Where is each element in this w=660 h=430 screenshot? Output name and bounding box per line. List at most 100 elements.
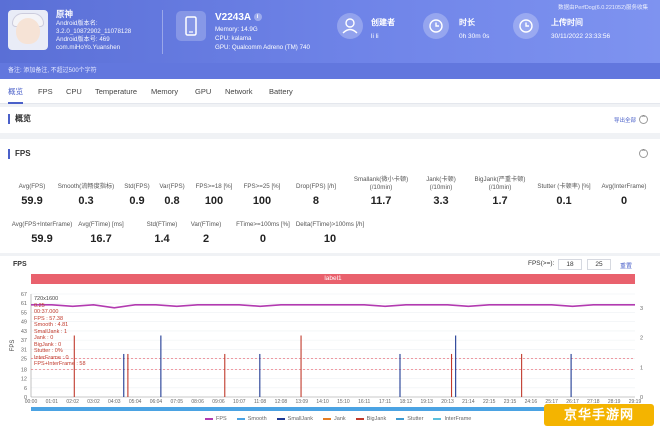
stat-item: Var(FPS) 0.8 — [159, 183, 184, 209]
stat-value: 1.7 — [492, 195, 508, 207]
stat-label: (/10min) — [429, 183, 453, 191]
perfdog-info-link[interactable]: 数据由PerfDog(6.0.221052)服务收集 — [558, 5, 648, 11]
y-tick-label: 61 — [21, 301, 27, 307]
y-axis-label: FPS — [10, 340, 16, 352]
device-cpu: CPU: kalama — [215, 35, 252, 42]
legend-swatch — [323, 418, 332, 420]
legend-label: InterFrame — [444, 416, 472, 422]
stat-label: Avg(FPS) — [18, 183, 46, 190]
x-tick-label: 14:10 — [316, 399, 329, 405]
stat-item: FPS>=18 [%] 100 — [196, 183, 233, 209]
info-icon[interactable]: i — [253, 13, 262, 22]
collapse-icon[interactable]: ⌃ — [639, 149, 648, 158]
y-tick-label: 55 — [21, 310, 27, 316]
stat-value: 0.9 — [129, 194, 145, 207]
x-tick-label: 13:09 — [296, 399, 309, 405]
tab-fps[interactable]: FPS — [38, 87, 53, 96]
clock-icon — [423, 13, 449, 39]
stat-label: Avg(FPS+InterFrame) — [11, 221, 73, 228]
legend-item[interactable]: Stutter — [396, 416, 423, 422]
tooltip-line: InterFrame : 0 — [34, 354, 69, 361]
x-tick-label: 22:15 — [483, 399, 496, 405]
chart-legend: FPS Smooth SmallJank Jank BigJank Stutter Inte… — [205, 416, 471, 422]
tab-gpu[interactable]: GPU — [195, 87, 212, 96]
y-tick-label: 49 — [21, 320, 27, 326]
y-tick-label: 31 — [21, 347, 27, 353]
legend-swatch — [396, 418, 405, 420]
stat-label: Std(FPS) — [124, 183, 150, 190]
stat-label: FPS>=25 [%] — [243, 183, 281, 190]
reset-button[interactable]: 重置 — [620, 264, 633, 270]
tab-cpu[interactable]: CPU — [66, 87, 82, 96]
y-tick-label: 37 — [21, 338, 27, 344]
legend-item[interactable]: InterFrame — [433, 416, 471, 422]
tab-memory[interactable]: Memory — [151, 87, 179, 96]
legend-swatch — [205, 418, 213, 420]
stat-label: FTime>=100ms [%] — [236, 221, 290, 228]
x-tick-label: 06:04 — [150, 399, 163, 405]
legend-item[interactable]: Jank — [323, 416, 346, 422]
legend-label: FPS — [216, 416, 227, 422]
tooltip-line: FPS+InterFrame : 58 — [34, 361, 86, 367]
x-tick-label: 27:18 — [587, 399, 600, 405]
fps-threshold-low-input[interactable]: 18 — [558, 259, 582, 270]
upload-block: 上传时间 30/11/2022 23:33:56 — [551, 16, 610, 44]
tab-overview[interactable]: 概览 — [8, 79, 23, 104]
header-divider — [162, 10, 163, 54]
device-info: V2243A i Memory: 14.9G CPU: kalama GPU: … — [215, 11, 310, 52]
app-detail-line: Android版本名: — [56, 20, 98, 27]
app-detail-line: 3.2.0_10872902_11078128 — [56, 28, 132, 35]
legend-swatch — [236, 418, 245, 420]
fps-section-title: FPS — [8, 149, 31, 159]
stat-value: 59.9 — [21, 194, 43, 207]
fps-chart-panel: FPS FPS(>=): 18 25 重置 label1 67 61 55 49 43 3… — [0, 256, 660, 430]
stat-item: Smooth(流畅度指标) 0.3 — [58, 183, 114, 209]
legend-item[interactable]: BigJank — [355, 416, 387, 422]
fps-threshold-high-input[interactable]: 25 — [587, 259, 611, 270]
x-tick-label: 17:11 — [379, 399, 391, 405]
legend-item[interactable]: FPS — [205, 416, 227, 422]
tab-network[interactable]: Network — [225, 87, 253, 96]
tab-temperature[interactable]: Temperature — [95, 87, 138, 96]
y-tick-label: 43 — [21, 329, 27, 335]
y-tick-label: 0 — [24, 395, 27, 401]
legend-item[interactable]: SmallJank — [276, 416, 313, 422]
stat-item: Stutter (卡顿率) [%] 0.1 — [537, 183, 590, 209]
x-tick-label: 19:13 — [420, 399, 433, 405]
x-tick-label: 11:08 — [254, 399, 266, 405]
y-tick-label: 12 — [21, 377, 27, 383]
fps-stats-panel: FPS ⌃ Avg(FPS) 59.9 Smooth(流畅度指标) 0.3 Std(FP… — [0, 139, 660, 253]
stat-value: 100 — [204, 194, 224, 207]
y2-tick-label: 3 — [640, 306, 643, 312]
stat-label: Drop(FPS) [/h] — [296, 183, 336, 190]
collapse-icon[interactable]: ⌃ — [639, 115, 648, 124]
notes-bar[interactable]: 备注: 添加备注, 不超过500个字符 — [0, 63, 660, 79]
stat-value: 59.9 — [31, 232, 53, 245]
tab-battery[interactable]: Battery — [269, 87, 293, 96]
creator-value: li li — [371, 33, 379, 40]
legend-item[interactable]: Smooth — [236, 416, 267, 422]
stat-value: 0 — [259, 232, 267, 245]
legend-label: BigJank — [366, 416, 387, 422]
tooltip-line: 0.25 — [34, 302, 45, 309]
x-tick-label: 00:00 — [25, 399, 38, 405]
export-all-link[interactable]: 导出全部 — [613, 118, 636, 124]
stat-item: Var(FTime) 2 — [191, 221, 222, 247]
tooltip-line: 00:37.000 — [34, 309, 59, 315]
stat-label: Avg(InterFrame) — [601, 183, 647, 190]
y-tick-label: 67 — [21, 292, 27, 298]
stat-item: BigJank(严重卡顿) (/10min) 1.7 — [475, 176, 526, 209]
site-watermark: 京华手游网 — [544, 404, 654, 426]
stat-value: 10 — [323, 232, 337, 245]
stat-value: 2 — [202, 232, 210, 245]
stat-value: 0.8 — [164, 194, 180, 207]
tooltip-line: SmallJank : 1 — [34, 328, 68, 335]
device-gpu: GPU: Qualcomm Adreno (TM) 740 — [215, 44, 310, 51]
y-tick-label: 25 — [21, 357, 27, 363]
x-tick-label: 26:17 — [566, 399, 579, 405]
stat-label: (/10min) — [369, 183, 393, 191]
x-tick-label: 25:17 — [545, 399, 558, 405]
stat-value: 8 — [312, 194, 320, 207]
label-bar[interactable]: label1 — [31, 274, 635, 284]
